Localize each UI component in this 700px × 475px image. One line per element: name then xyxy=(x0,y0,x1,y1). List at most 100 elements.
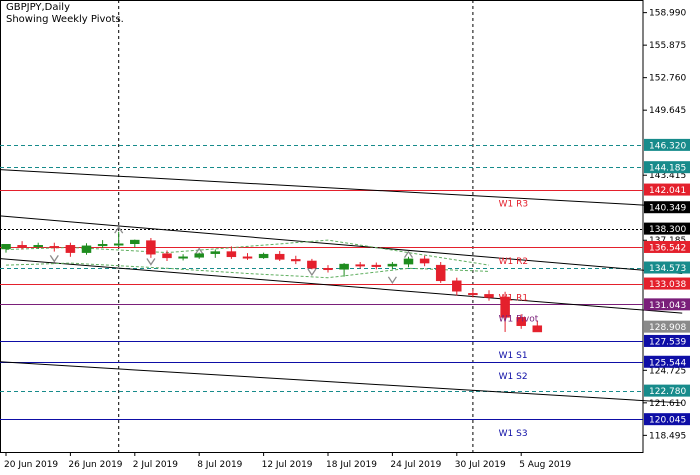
price-mark-box-131-043 xyxy=(644,298,690,311)
candle-14-body xyxy=(210,251,221,254)
candle-10-body xyxy=(146,240,156,255)
price-mark-box-140-349 xyxy=(644,201,690,214)
candle-24-body xyxy=(371,264,382,267)
price-mark-box-127-539 xyxy=(644,334,690,347)
candle-32-body xyxy=(500,296,510,318)
price-mark-box-142-041 xyxy=(644,183,690,196)
candle-16-body xyxy=(242,256,253,259)
price-mark-box-136-542 xyxy=(644,240,690,253)
price-mark-label-133-038: 133.038 xyxy=(649,280,686,290)
pivot-label-w1-s3: W1 S3 xyxy=(499,429,528,439)
candle-28-body xyxy=(435,264,446,282)
price-mark-label-125-544: 125.544 xyxy=(649,358,686,368)
price-mark-label-128-908: 128.908 xyxy=(649,323,686,333)
candle-5-body xyxy=(65,245,76,253)
candle-9-body xyxy=(130,239,140,244)
pivot-label-w1-r1: W1 R1 xyxy=(499,294,528,304)
price-mark-label-142-041: 142.041 xyxy=(649,186,686,196)
fractal-up-2 xyxy=(194,247,204,255)
candle-26-body xyxy=(403,258,414,265)
price-mark-label-136-542: 136.542 xyxy=(649,243,686,253)
price-mark-box-144-185 xyxy=(644,161,690,174)
price-mark-box-120-045 xyxy=(644,413,690,426)
date-tick-label-3: 2 Jul 2019 xyxy=(133,460,178,470)
price-mark-box-122-780 xyxy=(644,384,690,397)
price-tick-label-121-610: 121.610 xyxy=(649,399,686,409)
candle-1-body xyxy=(1,244,11,250)
envelope-lower-line xyxy=(5,262,490,279)
price-tick-label-143-415: 143.415 xyxy=(649,171,686,181)
price-mark-label-146-320: 146.320 xyxy=(649,141,686,151)
candle-31-body xyxy=(484,294,494,298)
price-mark-label-140-349: 140.349 xyxy=(649,204,686,214)
candle-2-body xyxy=(17,245,27,248)
candle-23-body xyxy=(355,264,365,267)
candle-6-body xyxy=(81,245,92,253)
candle-20-body xyxy=(307,260,317,269)
price-mark-box-146-320 xyxy=(644,138,690,151)
price-mark-label-131-043: 131.043 xyxy=(649,301,686,311)
candle-27-body xyxy=(419,258,430,264)
candle-15-body xyxy=(226,251,237,258)
envelope-upper-line xyxy=(5,239,490,266)
price-tick-label-124-725: 124.725 xyxy=(649,366,686,376)
candle-13-body xyxy=(194,253,204,258)
pivot-label-w1-s2: W1 S2 xyxy=(499,372,528,382)
date-tick-label-1: 20 Jun 2019 xyxy=(4,460,58,470)
price-mark-label-122-780: 122.780 xyxy=(649,387,686,397)
price-mark-box-125-544 xyxy=(644,355,690,368)
date-tick-label-8: 30 Jul 2019 xyxy=(455,460,506,470)
candle-8-body xyxy=(113,243,124,246)
date-tick-label-5: 12 Jul 2019 xyxy=(262,460,313,470)
date-tick-label-6: 18 Jul 2019 xyxy=(326,460,377,470)
date-tick-label-2: 26 Jun 2019 xyxy=(68,460,122,470)
price-tick-label-155-875: 155.875 xyxy=(649,41,686,51)
plot-frame xyxy=(0,0,644,453)
price-mark-box-133-038 xyxy=(644,277,690,290)
fractal-up-7 xyxy=(403,250,414,259)
price-mark-label-134-573: 134.573 xyxy=(649,264,686,274)
pivot-label-w1-s1: W1 S1 xyxy=(499,351,528,361)
candle-11-body xyxy=(162,253,172,259)
date-tick-label-9: 5 Aug 2019 xyxy=(519,460,571,470)
candle-12-body xyxy=(178,256,188,259)
pivot-label-w1-pivot: W1 Pivot xyxy=(499,314,539,324)
price-tick-label-158-990: 158.990 xyxy=(649,9,686,19)
candle-18-body xyxy=(274,253,285,260)
trend-line-4 xyxy=(0,361,683,404)
candle-21-body xyxy=(323,268,333,271)
trend-line-3 xyxy=(0,258,683,314)
price-mark-label-120-045: 120.045 xyxy=(649,416,686,426)
price-tick-label-149-645: 149.645 xyxy=(649,106,686,116)
date-tick-label-4: 8 Jul 2019 xyxy=(197,460,242,470)
candle-22-body xyxy=(339,263,349,270)
date-tick-label-7: 24 Jul 2019 xyxy=(390,460,441,470)
candle-25-body xyxy=(387,263,398,267)
trend-line-2 xyxy=(0,215,683,274)
candle-30-body xyxy=(468,293,478,296)
price-mark-label-127-539: 127.539 xyxy=(649,337,686,347)
fractal-down-4 xyxy=(146,258,156,266)
candle-29-body xyxy=(452,280,462,292)
candle-34-body xyxy=(532,325,543,333)
symbol-timeframe-label: GBPJPY,Daily xyxy=(6,2,70,13)
candle-7-body xyxy=(97,244,108,247)
fractal-up-1 xyxy=(114,225,124,234)
price-mark-box-128-908 xyxy=(644,320,690,333)
pivot-label-w1-r2: W1 R2 xyxy=(499,257,528,267)
price-tick-label-152-760: 152.760 xyxy=(649,74,686,84)
pivot-label-w1-r3: W1 R3 xyxy=(499,200,528,210)
pivot-indicator-note: Showing Weekly Pivots. xyxy=(6,14,124,25)
price-mark-box-138-300 xyxy=(644,222,690,235)
fractal-down-3 xyxy=(49,255,59,263)
candle-33-body xyxy=(516,317,526,326)
fractal-down-5 xyxy=(307,268,317,277)
price-mark-label-144-185: 144.185 xyxy=(649,164,686,174)
candle-19-body xyxy=(291,259,301,262)
fractal-down-6 xyxy=(387,276,397,284)
candle-4-body xyxy=(49,246,60,249)
candle-3-body xyxy=(33,245,43,248)
trend-line-1 xyxy=(0,169,683,208)
